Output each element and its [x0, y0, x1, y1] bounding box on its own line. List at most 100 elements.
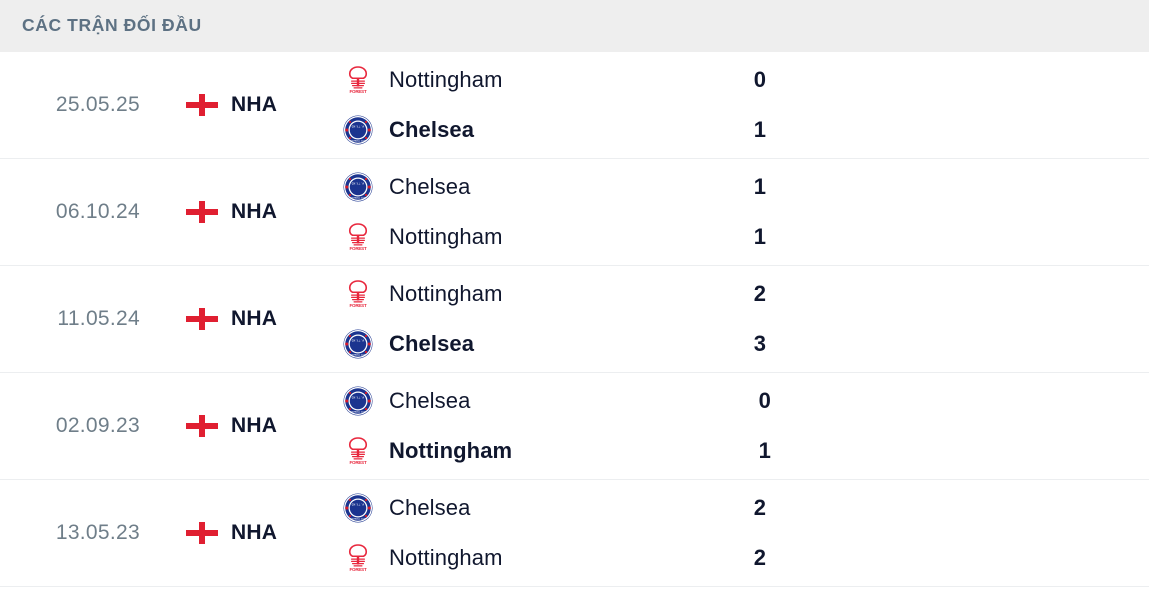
teams-cell: CHELSEA FOOTBALL CLUB Chelsea FOREST Not…	[335, 376, 691, 476]
away-team-name: Nottingham	[389, 545, 503, 570]
match-row[interactable]: 11.05.24 NHA FOREST Nottingham CHELSEA FO…	[0, 266, 1149, 373]
competition-name: NHA	[231, 93, 278, 116]
svg-text:FOREST: FOREST	[349, 567, 367, 572]
competition-name: NHA	[231, 521, 278, 544]
svg-text:FOOTBALL CLUB: FOOTBALL CLUB	[350, 517, 367, 520]
competition-name: NHA	[231, 414, 278, 437]
svg-text:FOREST: FOREST	[349, 246, 367, 251]
competition-cell: NHA	[140, 521, 335, 545]
away-team[interactable]: CHELSEA FOOTBALL CLUB Chelsea	[343, 319, 686, 369]
competition-cell: NHA	[140, 414, 335, 438]
home-team-name: Nottingham	[389, 281, 503, 306]
chelsea-logo: CHELSEA FOOTBALL CLUB	[343, 386, 373, 416]
away-score-line: 1	[691, 426, 971, 476]
away-score-line: 1	[686, 105, 966, 155]
competition-cell: NHA	[140, 200, 335, 224]
match-row[interactable]: 25.05.25 NHA FOREST Nottingham CHELSEA FO…	[0, 52, 1149, 159]
home-team[interactable]: FOREST Nottingham	[343, 55, 686, 105]
away-score-line: 3	[686, 319, 966, 369]
section-title: CÁC TRẬN ĐỐI ĐẦU	[22, 15, 202, 36]
nottingham-forest-logo: FOREST	[343, 543, 373, 573]
head-to-head-widget: CÁC TRẬN ĐỐI ĐẦU 25.05.25 NHA FOREST Nott…	[0, 0, 1149, 587]
chelsea-logo: CHELSEA FOOTBALL CLUB	[343, 115, 373, 145]
chelsea-logo: CHELSEA FOOTBALL CLUB	[343, 329, 373, 359]
nottingham-forest-logo: FOREST	[343, 222, 373, 252]
away-team-name: Nottingham	[389, 224, 503, 249]
home-team-name: Chelsea	[389, 388, 471, 413]
svg-text:FOREST: FOREST	[349, 303, 367, 308]
match-date: 11.05.24	[57, 307, 140, 330]
away-team-name: Chelsea	[389, 331, 475, 356]
match-row[interactable]: 13.05.23 NHA CHELSEA FOOTBALL CLUB Chelse…	[0, 480, 1149, 587]
away-team[interactable]: FOREST Nottingham	[343, 533, 686, 583]
away-score: 1	[753, 117, 767, 142]
away-team[interactable]: CHELSEA FOOTBALL CLUB Chelsea	[343, 105, 686, 155]
svg-text:CHELSEA: CHELSEA	[352, 126, 365, 129]
competition-name: NHA	[231, 307, 278, 330]
nottingham-forest-logo: FOREST	[343, 279, 373, 309]
competition-cell: NHA	[140, 93, 335, 117]
england-flag-icon	[186, 415, 218, 437]
england-flag-icon	[186, 522, 218, 544]
svg-text:CHELSEA: CHELSEA	[352, 397, 365, 400]
england-flag-icon	[186, 94, 218, 116]
home-team-name: Chelsea	[389, 174, 471, 199]
home-score-line: 0	[691, 376, 971, 426]
away-score: 2	[753, 545, 767, 570]
home-score: 2	[753, 495, 767, 520]
away-team-name: Chelsea	[389, 117, 475, 142]
away-score-line: 1	[686, 212, 966, 262]
away-score: 1	[758, 438, 771, 463]
home-score-line: 1	[686, 162, 966, 212]
competition-cell: NHA	[140, 307, 335, 331]
svg-text:FOOTBALL CLUB: FOOTBALL CLUB	[350, 196, 367, 199]
competition-name: NHA	[231, 200, 278, 223]
away-score-line: 2	[686, 533, 966, 583]
svg-text:CHELSEA: CHELSEA	[352, 504, 365, 507]
home-score-line: 2	[686, 269, 966, 319]
teams-cell: CHELSEA FOOTBALL CLUB Chelsea FOREST Not…	[335, 162, 686, 262]
svg-text:FOOTBALL CLUB: FOOTBALL CLUB	[350, 139, 367, 142]
match-list: 25.05.25 NHA FOREST Nottingham CHELSEA FO…	[0, 52, 1149, 587]
nottingham-forest-logo: FOREST	[343, 65, 373, 95]
home-team[interactable]: CHELSEA FOOTBALL CLUB Chelsea	[343, 162, 686, 212]
away-team[interactable]: FOREST Nottingham	[343, 426, 691, 476]
home-score-line: 0	[686, 55, 966, 105]
svg-text:CHELSEA: CHELSEA	[352, 183, 365, 186]
away-team-name: Nottingham	[389, 438, 513, 463]
home-team-name: Chelsea	[389, 495, 471, 520]
match-date: 02.09.23	[55, 414, 140, 437]
svg-text:CHELSEA: CHELSEA	[352, 340, 365, 343]
home-score-line: 2	[686, 483, 966, 533]
match-date: 06.10.24	[55, 200, 140, 223]
teams-cell: FOREST Nottingham CHELSEA FOOTBALL CLUB …	[335, 55, 686, 155]
england-flag-icon	[186, 201, 218, 223]
away-score: 3	[753, 331, 767, 356]
home-score: 0	[753, 67, 767, 92]
teams-cell: CHELSEA FOOTBALL CLUB Chelsea FOREST Not…	[335, 483, 686, 583]
home-team[interactable]: CHELSEA FOOTBALL CLUB Chelsea	[343, 376, 691, 426]
nottingham-forest-logo: FOREST	[343, 436, 373, 466]
svg-text:FOREST: FOREST	[349, 460, 367, 465]
home-team[interactable]: CHELSEA FOOTBALL CLUB Chelsea	[343, 483, 686, 533]
away-team[interactable]: FOREST Nottingham	[343, 212, 686, 262]
match-row[interactable]: 02.09.23 NHA CHELSEA FOOTBALL CLUB Chelse…	[0, 373, 1149, 480]
england-flag-icon	[186, 308, 218, 330]
match-row[interactable]: 06.10.24 NHA CHELSEA FOOTBALL CLUB Chelse…	[0, 159, 1149, 266]
home-score: 1	[753, 174, 767, 199]
chelsea-logo: CHELSEA FOOTBALL CLUB	[343, 172, 373, 202]
svg-text:FOOTBALL CLUB: FOOTBALL CLUB	[350, 410, 367, 413]
match-date: 25.05.25	[55, 93, 140, 116]
match-date: 13.05.23	[55, 521, 140, 544]
svg-text:FOOTBALL CLUB: FOOTBALL CLUB	[350, 353, 367, 356]
away-score: 1	[753, 224, 767, 249]
svg-text:FOREST: FOREST	[349, 89, 367, 94]
home-team[interactable]: FOREST Nottingham	[343, 269, 686, 319]
home-team-name: Nottingham	[389, 67, 503, 92]
section-header: CÁC TRẬN ĐỐI ĐẦU	[0, 0, 1149, 52]
